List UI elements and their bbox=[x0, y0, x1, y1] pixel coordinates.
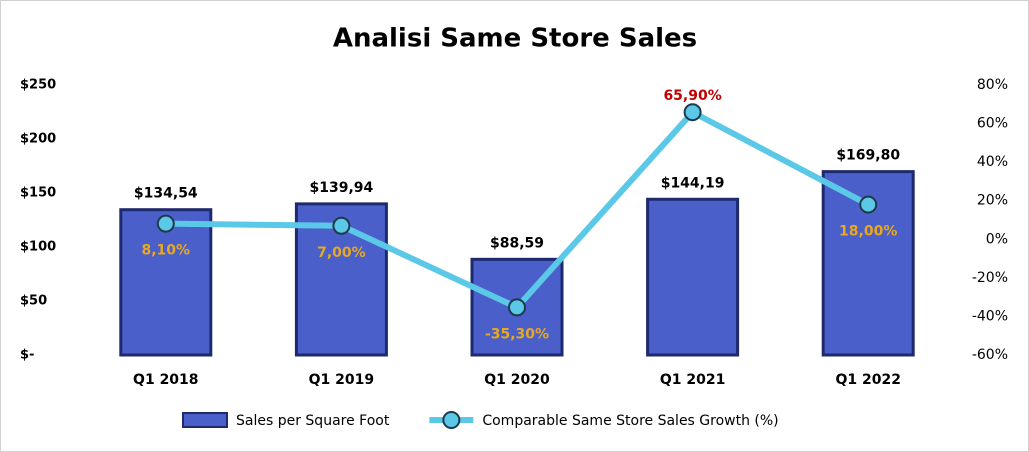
y2-tick-label: -40% bbox=[972, 308, 1008, 324]
x-tick-label: Q1 2019 bbox=[309, 372, 374, 388]
bar-value-label: $144,19 bbox=[661, 175, 725, 191]
line-marker bbox=[683, 103, 702, 122]
bar-value-label: $134,54 bbox=[134, 186, 198, 202]
y2-tick-label: 20% bbox=[977, 193, 1008, 209]
line-value-label: 8,10% bbox=[142, 243, 191, 259]
x-tick-label: Q1 2018 bbox=[133, 372, 198, 388]
y-tick-label: $- bbox=[20, 348, 34, 363]
y2-tick-label: 80% bbox=[977, 77, 1008, 93]
bar bbox=[119, 208, 213, 357]
legend-swatch bbox=[182, 412, 228, 428]
bar bbox=[646, 197, 740, 357]
legend-label: Comparable Same Store Sales Growth (%) bbox=[482, 413, 778, 429]
y2-tick-label: 0% bbox=[986, 231, 1008, 247]
x-tick-label: Q1 2020 bbox=[484, 372, 550, 388]
bar bbox=[821, 170, 915, 357]
line-value-label: 7,00% bbox=[317, 245, 366, 261]
y-tick-label: $150 bbox=[20, 186, 56, 201]
y2-tick-label: -20% bbox=[972, 270, 1008, 286]
x-tick-label: Q1 2022 bbox=[835, 372, 900, 388]
line-value-label: 18,00% bbox=[839, 224, 897, 240]
line-marker bbox=[332, 216, 351, 235]
y-tick-label: $250 bbox=[20, 78, 56, 93]
y2-tick-label: 60% bbox=[977, 116, 1008, 132]
y-tick-label: $50 bbox=[20, 294, 47, 309]
bar-value-label: $169,80 bbox=[836, 148, 900, 164]
x-tick-label: Q1 2021 bbox=[660, 372, 725, 388]
y2-tick-label: -60% bbox=[972, 347, 1008, 363]
bar-value-label: $139,94 bbox=[310, 180, 374, 196]
bar-value-label: $88,59 bbox=[490, 235, 544, 251]
chart-title: Analisi Same Store Sales bbox=[333, 24, 697, 54]
legend-marker bbox=[442, 411, 461, 429]
y2-tick-label: 40% bbox=[977, 154, 1008, 170]
line-value-label: -35,30% bbox=[485, 326, 549, 342]
line-marker bbox=[508, 298, 526, 317]
y-tick-label: $200 bbox=[20, 132, 56, 147]
y-tick-label: $100 bbox=[20, 240, 56, 255]
line-value-label: 65,90% bbox=[663, 88, 721, 104]
line-marker bbox=[156, 214, 175, 233]
line-marker bbox=[859, 195, 878, 214]
legend-label: Sales per Square Foot bbox=[236, 413, 390, 429]
